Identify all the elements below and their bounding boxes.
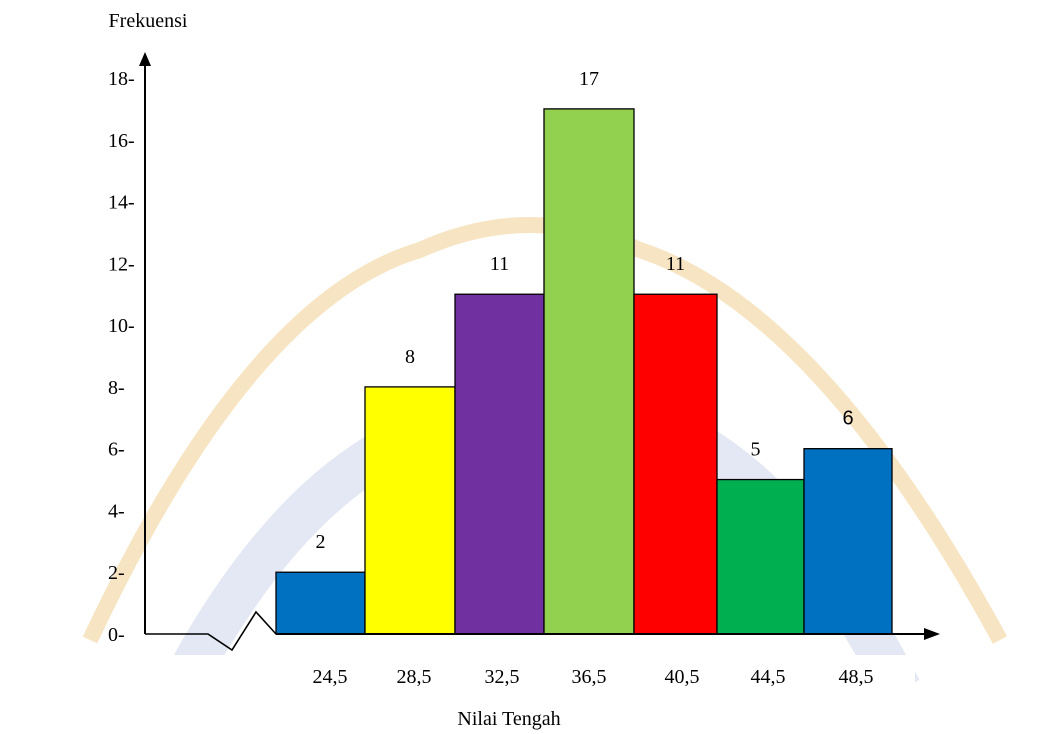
x-tick-44-5: 44,5 bbox=[751, 666, 786, 688]
y-tick-16: 16- bbox=[108, 130, 135, 152]
y-axis-arrowhead bbox=[139, 52, 151, 66]
x-axis-break bbox=[145, 610, 277, 652]
axes-group bbox=[139, 52, 940, 652]
x-tick-48-5: 48,5 bbox=[839, 666, 874, 688]
value-labels-group: 2 8 11 17 11 5 6 bbox=[316, 68, 854, 553]
bars-group bbox=[275, 108, 893, 635]
y-tick-0: 0- bbox=[108, 624, 125, 646]
bar-24-5 bbox=[275, 571, 366, 635]
y-tick-18: 18- bbox=[108, 68, 135, 90]
y-tick-4: 4- bbox=[108, 500, 125, 522]
bar-40-5 bbox=[633, 293, 718, 635]
watermark-arch bbox=[82, 217, 1008, 644]
x-label-backdrop bbox=[135, 655, 915, 707]
x-axis-title: Nilai Tengah bbox=[457, 708, 560, 730]
value-label-44-5: 5 bbox=[751, 439, 761, 461]
value-label-32-5: 11 bbox=[490, 253, 509, 275]
y-tick-2: 2- bbox=[108, 562, 125, 584]
y-tick-6: 6- bbox=[108, 439, 125, 461]
value-label-28-5: 8 bbox=[405, 346, 415, 368]
x-tick-24-5: 24,5 bbox=[313, 666, 348, 688]
value-label-24-5: 2 bbox=[316, 531, 326, 553]
x-tick-40-5: 40,5 bbox=[665, 666, 700, 688]
x-tick-36-5: 36,5 bbox=[572, 666, 607, 688]
value-label-40-5: 11 bbox=[666, 253, 685, 275]
y-tick-14: 14- bbox=[108, 192, 135, 214]
bar-36-5 bbox=[543, 108, 635, 635]
x-tick-labels-group: 24,5 28,5 32,5 36,5 40,5 44,5 48,5 bbox=[313, 666, 874, 688]
y-tick-labels-group: 0- 2- 4- 6- 8- 10- 12- 14- 16- 18- bbox=[108, 68, 135, 646]
x-axis-arrowhead bbox=[924, 628, 940, 640]
x-tick-32-5: 32,5 bbox=[485, 666, 520, 688]
y-tick-12: 12- bbox=[108, 253, 135, 275]
bar-48-5 bbox=[803, 448, 893, 635]
y-tick-10: 10- bbox=[108, 315, 135, 337]
bar-28-5 bbox=[364, 386, 456, 635]
bar-32-5 bbox=[454, 293, 545, 635]
y-tick-8: 8- bbox=[108, 377, 125, 399]
value-label-48-5: 6 bbox=[842, 408, 853, 430]
y-axis-title: Frekuensi bbox=[109, 10, 188, 32]
value-label-36-5: 17 bbox=[579, 68, 599, 90]
x-tick-28-5: 28,5 bbox=[397, 666, 432, 688]
bar-44-5 bbox=[716, 478, 805, 635]
